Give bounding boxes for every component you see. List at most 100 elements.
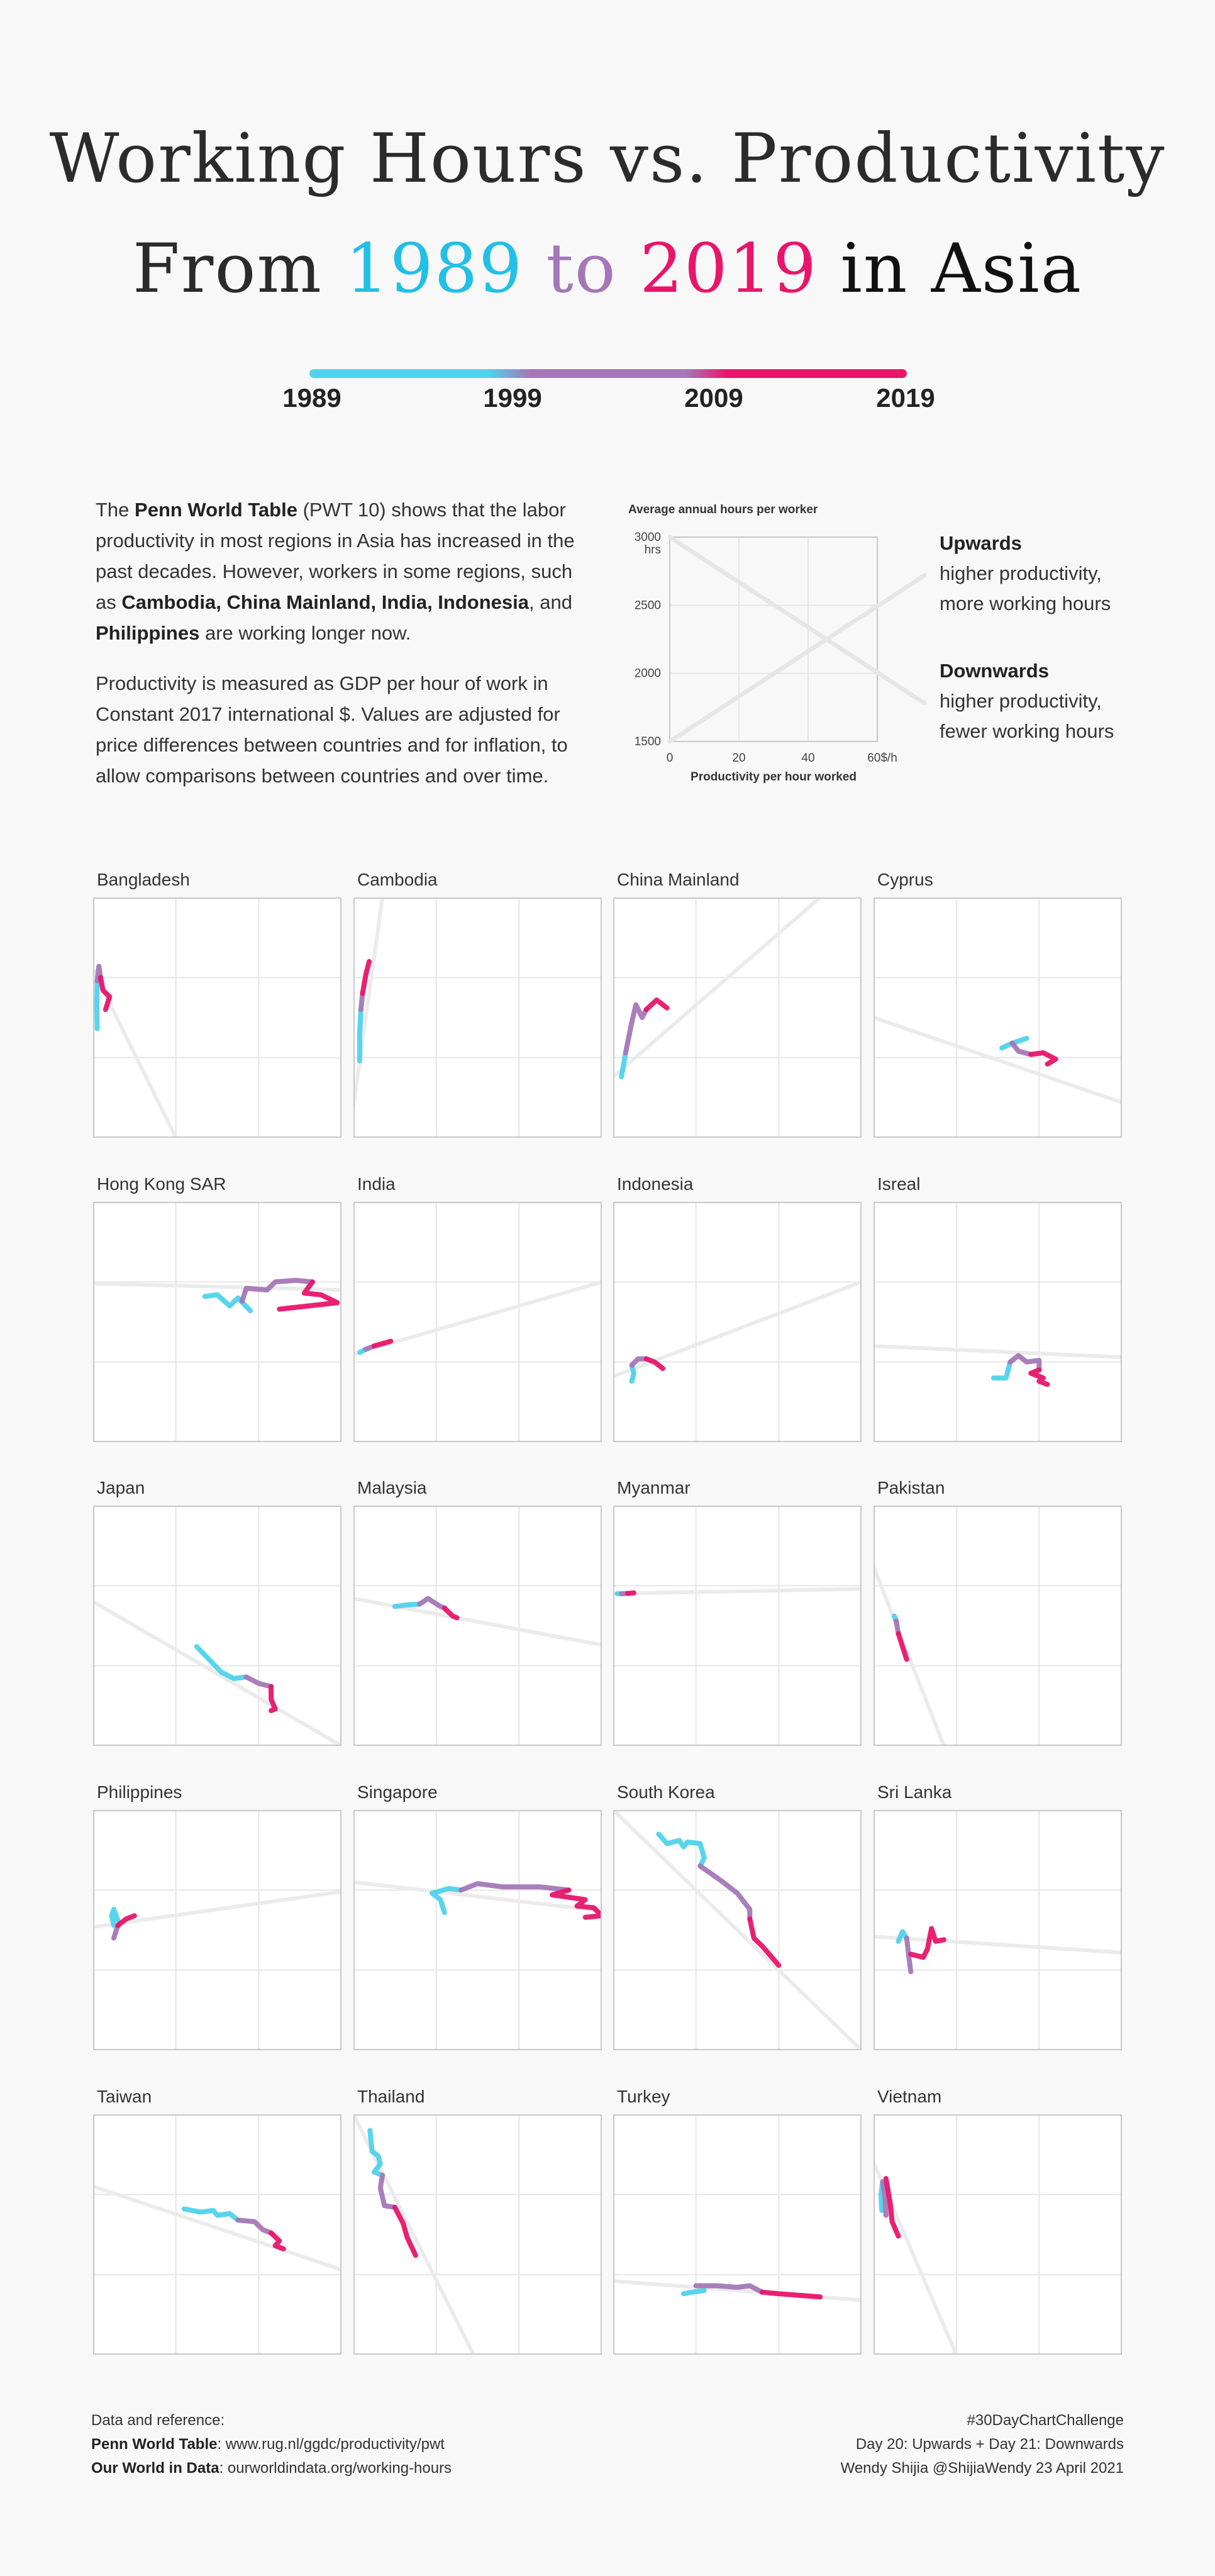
panel-plot-area (613, 897, 823, 1080)
panel-background (613, 1202, 862, 1442)
panel-frame (353, 1202, 602, 1442)
legend-upwards: Upwards higher productivity, more workin… (940, 528, 1111, 619)
series-2009-2019-line (97, 975, 113, 1013)
series-2009-2019-line (269, 1684, 278, 1713)
trend-line (93, 1281, 341, 1292)
panel-plot-area (93, 1277, 341, 1314)
trend-line (93, 1599, 341, 1746)
country-name: Hong Kong SAR (97, 1174, 226, 1194)
trend-line (874, 1564, 946, 1746)
trend-line (874, 1935, 1122, 1955)
footer-owid-label: Our World in Data (91, 2460, 219, 2477)
panel-plot-area (613, 2279, 862, 2302)
series-1989-1999-line (357, 1007, 363, 1063)
panel-plot-area (874, 1016, 1122, 1104)
panel-frame (353, 897, 602, 1138)
panel-frame (613, 1202, 862, 1442)
panel-frame (353, 2114, 602, 2355)
panel-plot-area (93, 2184, 341, 2272)
country-panel-plot (353, 1506, 602, 1746)
panel-background (353, 1810, 602, 2050)
trend-line (93, 1889, 341, 1929)
reading-guide-chart: Average annual hours per worker 1500 2000 2… (628, 503, 927, 784)
country-panel-plot (93, 897, 341, 1138)
series-2009-2019-line (441, 1606, 460, 1621)
series-1989-1999-line (990, 1359, 1013, 1381)
country-name: Indonesia (617, 1174, 694, 1194)
series-2009-2019-line (625, 1590, 636, 1596)
footer-challenge-days: Day 20: Upwards + Day 21: Downwards (855, 2436, 1124, 2453)
country-panel: Philippines (93, 1782, 341, 2051)
country-name: Vietnam (877, 2087, 942, 2106)
series-1999-2009-line (235, 2218, 274, 2236)
series-2009-2019-line (1028, 1367, 1050, 1387)
subtitle-tail: in Asia (818, 230, 1083, 308)
country-panel-plot (613, 1202, 862, 1442)
country-panel-plot (353, 1202, 602, 1442)
trend-line (874, 1344, 1122, 1360)
panel-frame (613, 897, 862, 1138)
panel-background (353, 897, 602, 1138)
country-panel-plot (353, 897, 602, 1138)
guide-x-tick-label: 40 (801, 752, 814, 765)
country-panel-plot (613, 1506, 862, 1746)
series-1989-1999-line (896, 1929, 909, 1944)
country-name: South Korea (617, 1782, 715, 1802)
country-name: Thailand (357, 2087, 425, 2106)
panel-plot-area (874, 2160, 958, 2355)
series-1989-1999-line (629, 1362, 636, 1384)
panel-background (874, 1506, 1122, 1746)
intro-highlight: Penn World Table (135, 499, 297, 521)
panel-frame (93, 1506, 341, 1746)
panel-frame (874, 897, 1122, 1138)
timeline-year-2009: 2009 (684, 383, 743, 413)
country-panel-plot (874, 897, 1122, 1138)
series-1989-1999-line (430, 1885, 464, 1915)
panel-plot-area (353, 2114, 475, 2355)
panel-background (874, 2114, 1122, 2355)
panel-plot-area (353, 1880, 602, 1920)
subtitle-to: to (523, 230, 640, 308)
country-name: Malaysia (357, 1478, 427, 1497)
series-2009-2019-line (277, 1279, 340, 1312)
country-panel: South Korea (613, 1782, 862, 2051)
legend-downwards-line-1: higher productivity, (940, 690, 1102, 712)
panel-plot-area (353, 1280, 602, 1356)
subtitle-from: From (132, 230, 346, 308)
series-1989-1999-line (656, 1831, 707, 1869)
panel-plot-area (874, 1564, 946, 1746)
country-name: Myanmar (617, 1478, 691, 1497)
guide-chart-title: Average annual hours per worker (628, 503, 818, 516)
series-1999-2009-line (1007, 1353, 1042, 1373)
guide-y-tick-label: 2500 (635, 599, 661, 612)
panel-frame (93, 897, 341, 1138)
country-panel: Isreal (874, 1174, 1122, 1443)
series-1989-1999-line (680, 2288, 707, 2297)
panel-plot-area (353, 897, 385, 1108)
year-color-legend: 1989 1999 2009 2019 (282, 368, 935, 425)
guide-y-unit: hrs (645, 543, 661, 557)
legend-downwards: Downwards higher productivity, fewer wor… (940, 656, 1114, 747)
country-name: Sri Lanka (877, 1782, 952, 1802)
series-2009-2019-line (896, 1631, 909, 1662)
country-panel-plot (874, 1506, 1122, 1746)
footer-owid-url: : ourworldindata.org/working-hours (219, 2460, 452, 2477)
panel-background (613, 2114, 862, 2355)
panel-plot-area (613, 1280, 862, 1384)
country-panel: Singapore (353, 1782, 602, 2051)
trend-line (613, 1587, 862, 1596)
country-panel-plot (93, 1506, 341, 1746)
panel-background (93, 897, 341, 1138)
series-2009-2019-line (1028, 1050, 1058, 1067)
series-1999-2009-line (458, 1881, 572, 1893)
panel-plot-area (874, 1344, 1122, 1387)
country-panel-plot (353, 2114, 602, 2355)
country-name: Singapore (357, 1782, 438, 1802)
country-panel: Malaysia (353, 1478, 602, 1747)
footer-pwt-url: : www.rug.nl/ggdc/productivity/pwt (217, 2436, 445, 2453)
series-1989-1999-line (619, 1050, 628, 1080)
intro-highlight: Cambodia, China Mainland, India, Indones… (121, 591, 529, 613)
panel-background (874, 1202, 1122, 1442)
year-gradient-bar (309, 369, 907, 378)
country-panel: Cyprus (874, 870, 1122, 1139)
